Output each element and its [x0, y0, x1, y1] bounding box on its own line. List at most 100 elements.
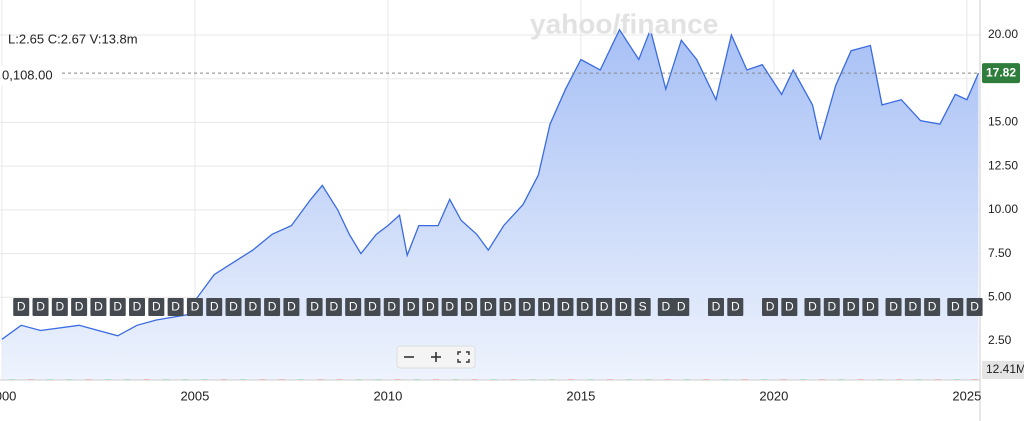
x-tick-label: 2020: [759, 388, 788, 403]
event-label: D: [951, 300, 960, 314]
event-label: D: [619, 300, 628, 314]
event-label: D: [17, 300, 26, 314]
event-label: D: [484, 300, 493, 314]
event-marker: [345, 298, 362, 316]
event-label: D: [661, 300, 670, 314]
price-area: [1, 29, 979, 380]
event-label: D: [731, 300, 740, 314]
event-label: D: [248, 300, 257, 314]
y-tick-label: 12.50: [988, 158, 1018, 172]
event-label: D: [523, 300, 532, 314]
event-marker: [615, 298, 632, 316]
event-label: D: [407, 300, 416, 314]
event-marker: [576, 298, 593, 316]
x-tick-label: 2005: [180, 388, 209, 403]
crosshair-label-bg: [0, 66, 62, 86]
event-marker: [109, 298, 126, 316]
event-label: D: [36, 300, 45, 314]
event-marker: [924, 298, 941, 316]
event-label: D: [827, 300, 836, 314]
event-marker: [167, 298, 184, 316]
price-line: [1, 27, 980, 340]
crosshair-label: 0,108.00: [2, 67, 53, 82]
y-tick-label: 10.00: [988, 202, 1018, 216]
event-marker: [823, 298, 840, 316]
event-marker: [804, 298, 821, 316]
event-marker: [499, 298, 516, 316]
event-label: D: [171, 300, 180, 314]
event-label: D: [229, 300, 238, 314]
event-marker: [32, 298, 49, 316]
event-label: D: [600, 300, 609, 314]
event-marker: [460, 298, 477, 316]
event-label: D: [94, 300, 103, 314]
event-label: D: [866, 300, 875, 314]
event-label: D: [330, 300, 339, 314]
event-label: D: [580, 300, 589, 314]
event-label: D: [847, 300, 856, 314]
event-marker: [862, 298, 879, 316]
event-label: D: [287, 300, 296, 314]
event-marker: [244, 298, 261, 316]
y-tick-label: 7.50: [988, 246, 1012, 260]
last-price-badge: [982, 63, 1020, 84]
event-marker: [762, 298, 779, 316]
tooltip: L:2.65 C:2.67 V:13.8m: [8, 31, 138, 46]
event-label: D: [712, 300, 721, 314]
event-label: D: [542, 300, 551, 314]
event-label: D: [909, 300, 918, 314]
event-label: D: [113, 300, 122, 314]
event-marker: [129, 298, 146, 316]
event-label: D: [55, 300, 64, 314]
event-marker: [51, 298, 68, 316]
event-marker: [403, 298, 420, 316]
y-tick-label: 5.00: [988, 289, 1012, 303]
event-marker: [538, 298, 555, 316]
event-marker: [264, 298, 281, 316]
event-label: D: [561, 300, 570, 314]
event-marker: [283, 298, 300, 316]
zoom-reset[interactable]: [457, 351, 470, 363]
event-marker: [90, 298, 107, 316]
event-label: D: [310, 300, 319, 314]
event-marker: [781, 298, 798, 316]
event-marker: [707, 298, 724, 316]
event-marker: [904, 298, 921, 316]
event-marker: [225, 298, 242, 316]
event-label: D: [75, 300, 84, 314]
event-label: D: [349, 300, 358, 314]
x-tick-label: 2025: [952, 388, 981, 403]
zoom-controls: [396, 345, 476, 369]
event-label: D: [210, 300, 219, 314]
event-label: D: [677, 300, 686, 314]
event-label: D: [808, 300, 817, 314]
event-label: D: [387, 300, 396, 314]
event-marker: [727, 298, 744, 316]
event-label: D: [889, 300, 898, 314]
event-marker: [966, 298, 983, 316]
event-marker: [325, 298, 342, 316]
event-label: D: [268, 300, 277, 314]
y-tick-label: 20.00: [988, 27, 1018, 41]
volume-badge: [982, 361, 1024, 379]
event-label: D: [766, 300, 775, 314]
event-marker: [71, 298, 88, 316]
event-marker: [596, 298, 613, 316]
event-marker: [13, 298, 30, 316]
y-tick-label: 15.00: [988, 115, 1018, 129]
event-marker: [422, 298, 439, 316]
event-label: D: [426, 300, 435, 314]
event-marker: [557, 298, 574, 316]
event-label: D: [133, 300, 142, 314]
event-label: D: [503, 300, 512, 314]
y-tick-label: 2.50: [988, 333, 1012, 347]
event-marker: [634, 298, 651, 316]
event-label: D: [445, 300, 454, 314]
x-tick-label: 2015: [566, 388, 595, 403]
event-marker: [364, 298, 381, 316]
event-marker: [441, 298, 458, 316]
x-tick-label: 2000: [0, 388, 16, 403]
event-label: D: [191, 300, 200, 314]
